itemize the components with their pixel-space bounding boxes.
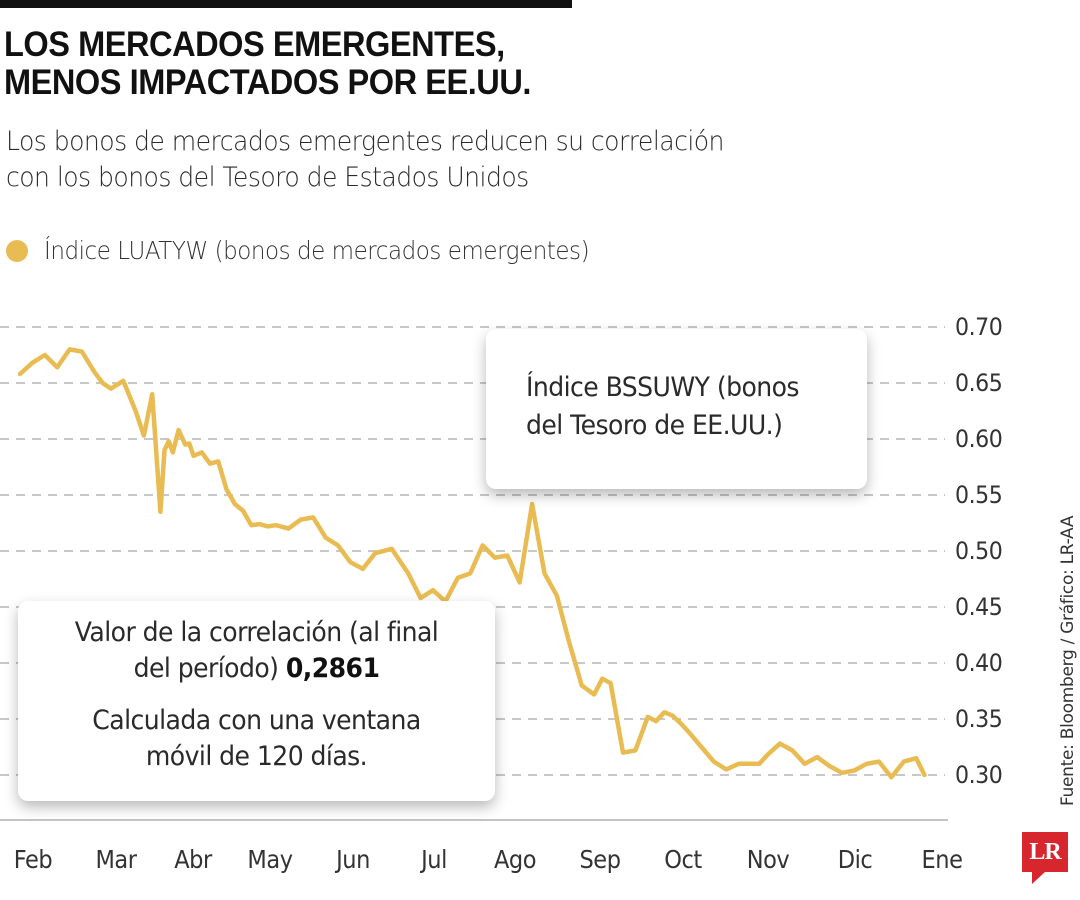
correlation-callout: Valor de la correlación (al final del pe… — [18, 601, 495, 801]
y-tick-label: 0.30 — [955, 761, 1003, 789]
y-tick-label: 0.50 — [955, 537, 1003, 565]
x-tick-label: Abr — [174, 845, 212, 874]
x-tick-label: Ago — [493, 845, 537, 874]
y-tick-label: 0.70 — [955, 313, 1003, 341]
y-tick-label: 0.40 — [955, 649, 1003, 677]
top-rule — [0, 0, 572, 8]
y-tick-label: 0.65 — [955, 369, 1003, 397]
x-tick-label: Oct — [664, 845, 702, 874]
correlation-value: 0,2861 — [285, 653, 380, 684]
x-tick-label: Jun — [336, 845, 370, 874]
x-tick-label: Mar — [95, 845, 137, 874]
title-line-1: LOS MERCADOS EMERGENTES, — [4, 25, 505, 64]
window-line-1: Calculada con una ventana — [92, 705, 421, 736]
x-tick-label: Dic — [837, 845, 873, 874]
callout-line-2: del Tesoro de EE.UU.) — [526, 410, 783, 441]
chart-title: LOS MERCADOS EMERGENTES, MENOS IMPACTADO… — [4, 26, 531, 102]
legend: Índice LUATYW (bonos de mercados emergen… — [6, 236, 637, 265]
legend-dot-icon — [6, 239, 28, 262]
title-line-2: MENOS IMPACTADOS POR EE.UU. — [4, 63, 531, 102]
subtitle-line-1: Los bonos de mercados emergentes reducen… — [6, 126, 724, 157]
subtitle-line-2: con los bonos del Tesoro de Estados Unid… — [6, 162, 529, 193]
y-tick-label: 0.35 — [955, 705, 1003, 733]
lr-logo: LR — [1022, 832, 1068, 884]
x-tick-label: Sep — [579, 845, 621, 874]
x-tick-label: May — [247, 845, 293, 874]
correlation-prefix: del período) — [133, 653, 286, 684]
x-tick-label: Jul — [421, 845, 447, 874]
x-tick-label: Nov — [746, 845, 790, 874]
correlation-line-2: del período) 0,2861 — [35, 651, 479, 687]
legend-label: Índice LUATYW (bonos de mercados emergen… — [44, 236, 590, 265]
window-line-2: móvil de 120 días. — [145, 741, 368, 772]
y-tick-label: 0.55 — [955, 481, 1003, 509]
correlation-line-1: Valor de la correlación (al final — [74, 617, 439, 648]
us-treasury-index-callout: Índice BSSUWY (bonos del Tesoro de EE.UU… — [486, 329, 867, 489]
source-credit: Fuente: Bloomberg / Gráfico: LR-AA — [1058, 515, 1078, 806]
logo-text: LR — [1029, 838, 1061, 865]
chart-subtitle: Los bonos de mercados emergentes reducen… — [6, 124, 724, 196]
correlation-line — [17, 347, 927, 780]
y-tick-label: 0.45 — [955, 593, 1003, 621]
callout-line-1: Índice BSSUWY (bonos — [526, 372, 800, 403]
y-tick-label: 0.60 — [955, 425, 1003, 453]
x-tick-label: Feb — [13, 845, 53, 874]
x-tick-label: Ene — [921, 845, 963, 874]
